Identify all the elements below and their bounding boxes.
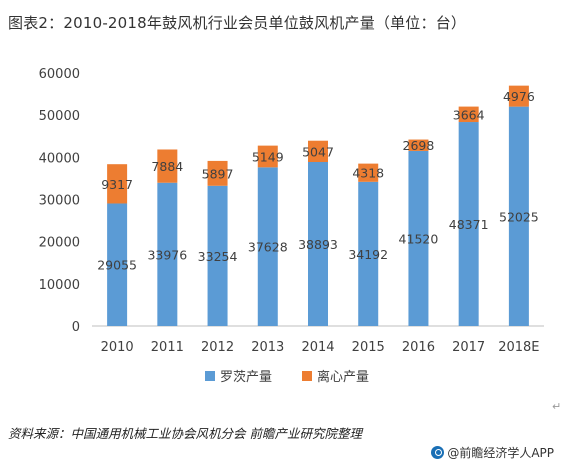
data-label-roots: 34192	[348, 247, 388, 262]
data-label-centrifugal: 5047	[302, 144, 334, 159]
app-logo-icon	[431, 446, 445, 459]
legend-label-roots: 罗茨产量	[220, 370, 272, 385]
y-axis: 0 10000 20000 30000 40000 50000 60000	[39, 67, 80, 335]
x-tick-label: 2018E	[498, 340, 539, 355]
bar-roots	[358, 181, 379, 326]
bar-centrifugal	[207, 160, 228, 186]
data-label-roots: 37628	[248, 240, 288, 255]
data-label-centrifugal: 4976	[503, 89, 535, 104]
bar-roots	[157, 182, 178, 326]
data-label-roots: 48371	[449, 217, 489, 232]
paragraph-mark: ↵	[552, 400, 562, 413]
data-label-centrifugal: 2698	[403, 138, 435, 153]
data-label-roots: 38893	[298, 237, 338, 252]
bar-centrifugal	[257, 145, 278, 168]
data-label-centrifugal: 5149	[252, 149, 284, 164]
bar-roots	[107, 203, 128, 326]
bar-roots	[458, 122, 479, 326]
legend-swatch-roots	[205, 371, 215, 381]
bar-centrifugal	[308, 140, 328, 163]
x-tick-label: 2010	[101, 340, 134, 355]
y-tick-label: 30000	[39, 194, 80, 209]
bar-centrifugal	[157, 149, 178, 183]
y-tick-label: 20000	[39, 236, 80, 251]
x-tick-label: 2015	[352, 340, 385, 355]
bars	[107, 85, 529, 326]
x-tick-label: 2014	[301, 340, 334, 355]
y-tick-label: 60000	[39, 67, 80, 82]
data-label-centrifugal: 9317	[101, 177, 133, 192]
x-tick-label: 2017	[452, 340, 485, 355]
data-label-roots: 33976	[147, 247, 187, 262]
x-tick-label: 2011	[151, 340, 184, 355]
chart-title: 图表2：2010-2018年鼓风机行业会员单位鼓风机产量（单位：台）	[8, 14, 467, 32]
data-label-roots: 33254	[198, 249, 238, 264]
source-note: 资料来源：中国通用机械工业协会风机分会 前瞻产业研究院整理	[8, 426, 362, 441]
y-tick-label: 10000	[39, 278, 80, 293]
data-label-centrifugal: 3664	[453, 107, 485, 122]
x-tick-label: 2016	[402, 340, 435, 355]
legend-label-centrifugal: 离心产量	[317, 369, 369, 385]
bar-centrifugal	[358, 163, 379, 182]
bar-roots	[408, 150, 429, 326]
bar-centrifugal	[458, 106, 479, 123]
bar-centrifugal	[107, 164, 128, 204]
bar-roots	[207, 185, 228, 326]
stacked-bar-chart: 0 10000 20000 30000 40000 50000 60000 2010 2011…	[39, 67, 544, 385]
data-label-centrifugal: 7884	[151, 159, 183, 174]
data-label-centrifugal: 4318	[352, 166, 384, 181]
bar-roots	[257, 167, 278, 326]
legend: 罗茨产量 离心产量	[205, 369, 369, 385]
data-label-roots: 29055	[97, 258, 137, 273]
bar-centrifugal	[408, 139, 429, 151]
data-label-roots: 41520	[399, 231, 439, 246]
y-tick-label: 0	[72, 320, 80, 335]
x-axis: 2010 2011 2012 2013 2014 2015 2016 2017 2018E	[92, 325, 544, 355]
data-label-centrifugal: 5897	[202, 166, 234, 181]
bar-roots	[308, 162, 328, 326]
x-tick-label: 2013	[251, 340, 284, 355]
x-tick-label: 2012	[201, 340, 234, 355]
legend-swatch-centrifugal	[302, 371, 312, 381]
data-label-roots: 52025	[499, 209, 539, 224]
credit-text: @前瞻经济学人APP	[447, 446, 554, 460]
data-labels: 29055 9317 33976 7884 33254 5897 37628 5149 3889…	[97, 89, 539, 273]
y-tick-label: 40000	[39, 151, 80, 166]
y-tick-label: 50000	[39, 109, 80, 124]
bar-roots	[508, 106, 529, 326]
bar-centrifugal	[508, 85, 529, 107]
credit: @前瞻经济学人APP	[431, 444, 554, 461]
